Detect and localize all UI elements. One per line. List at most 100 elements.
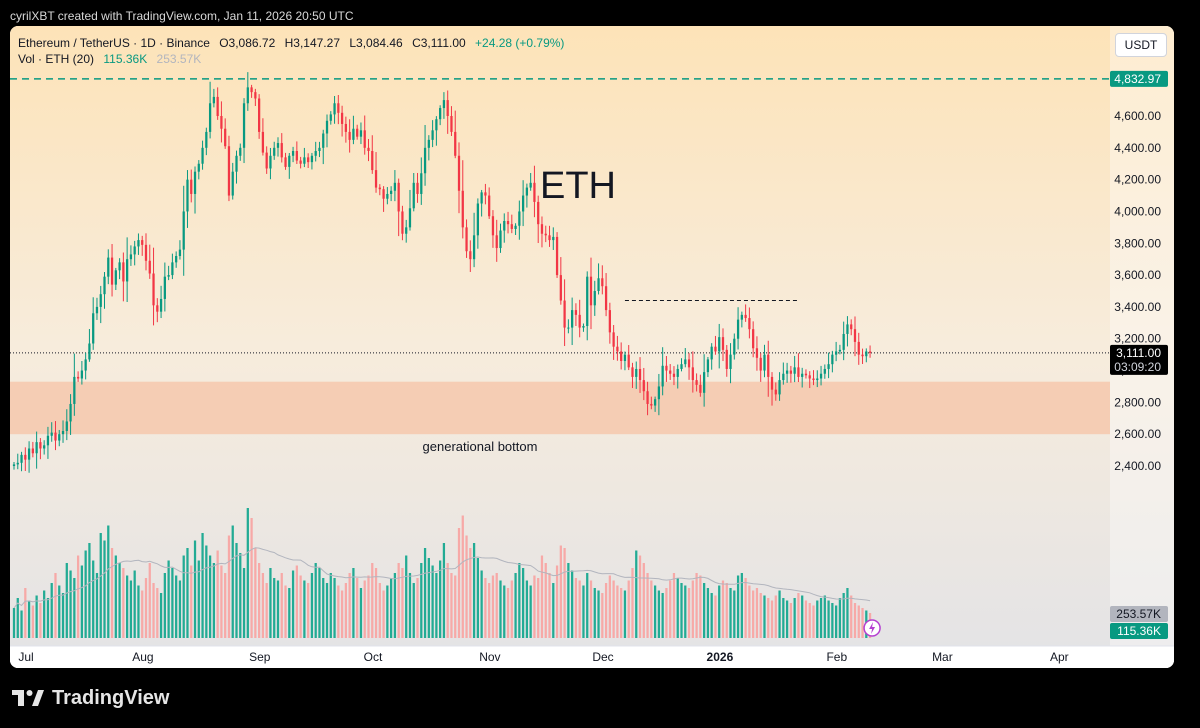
candle-body[interactable] bbox=[54, 432, 57, 441]
candle-body[interactable] bbox=[442, 100, 446, 109]
candle-body[interactable] bbox=[752, 329, 755, 349]
candle-body[interactable] bbox=[99, 294, 102, 307]
candle-body[interactable] bbox=[420, 173, 423, 194]
candle-body[interactable] bbox=[767, 354, 770, 377]
candle-body[interactable] bbox=[269, 155, 272, 169]
candle-body[interactable] bbox=[163, 276, 166, 299]
candle-body[interactable] bbox=[39, 442, 42, 449]
candle-body[interactable] bbox=[601, 278, 604, 287]
candle-body[interactable] bbox=[563, 300, 566, 328]
candle-body[interactable] bbox=[250, 87, 253, 93]
candle-body[interactable] bbox=[714, 346, 717, 352]
candle-body[interactable] bbox=[103, 276, 106, 295]
candle-body[interactable] bbox=[721, 337, 725, 350]
candle-body[interactable] bbox=[650, 403, 653, 406]
candle-body[interactable] bbox=[789, 370, 793, 374]
candle-body[interactable] bbox=[465, 227, 468, 252]
candle-body[interactable] bbox=[43, 445, 46, 449]
candle-body[interactable] bbox=[416, 182, 419, 194]
candle-body[interactable] bbox=[190, 179, 193, 194]
candle-body[interactable] bbox=[838, 349, 842, 352]
candle-body[interactable] bbox=[853, 329, 857, 342]
candle-body[interactable] bbox=[804, 373, 808, 376]
candle-body[interactable] bbox=[642, 380, 645, 392]
candle-body[interactable] bbox=[216, 96, 219, 116]
candle-body[interactable] bbox=[703, 372, 706, 393]
candle-body[interactable] bbox=[672, 373, 676, 377]
candle-body[interactable] bbox=[801, 373, 804, 377]
candle-body[interactable] bbox=[533, 182, 536, 202]
candle-body[interactable] bbox=[257, 98, 261, 132]
candle-body[interactable] bbox=[329, 114, 332, 121]
currency-button[interactable]: USDT bbox=[1115, 33, 1167, 57]
candle-body[interactable] bbox=[397, 182, 400, 212]
candle-body[interactable] bbox=[627, 354, 630, 368]
candle-body[interactable] bbox=[446, 100, 449, 116]
candle-body[interactable] bbox=[307, 157, 310, 163]
candle-body[interactable] bbox=[401, 211, 404, 234]
candle-body[interactable] bbox=[167, 275, 170, 277]
candle-body[interactable] bbox=[476, 203, 479, 236]
candle-body[interactable] bbox=[740, 314, 743, 320]
candle-body[interactable] bbox=[197, 163, 200, 172]
candle-body[interactable] bbox=[382, 189, 385, 199]
candle-body[interactable] bbox=[710, 346, 713, 360]
candle-body[interactable] bbox=[718, 337, 721, 352]
candle-body[interactable] bbox=[578, 314, 581, 328]
candle-body[interactable] bbox=[571, 310, 574, 328]
candle-body[interactable] bbox=[548, 235, 551, 241]
candle-body[interactable] bbox=[770, 376, 774, 390]
candle-body[interactable] bbox=[782, 373, 785, 381]
price-chart[interactable]: generational bottom ETH 2,400.00 2,600.00 2,… bbox=[10, 26, 1174, 668]
candle-body[interactable] bbox=[552, 236, 555, 241]
candle-body[interactable] bbox=[488, 195, 491, 217]
candle-body[interactable] bbox=[736, 319, 740, 339]
candle-body[interactable] bbox=[84, 359, 87, 371]
candle-body[interactable] bbox=[261, 131, 265, 153]
candle-body[interactable] bbox=[586, 276, 589, 326]
candle-body[interactable] bbox=[819, 373, 823, 379]
volume-indicator-label[interactable]: Vol · ETH (20) bbox=[18, 52, 95, 66]
candle-body[interactable] bbox=[567, 327, 570, 329]
candle-body[interactable] bbox=[46, 435, 50, 446]
candle-body[interactable] bbox=[405, 227, 408, 234]
candle-body[interactable] bbox=[295, 151, 298, 161]
candle-body[interactable] bbox=[129, 254, 133, 260]
candle-body[interactable] bbox=[110, 257, 114, 285]
candle-body[interactable] bbox=[31, 448, 34, 454]
candle-body[interactable] bbox=[725, 349, 728, 369]
generational-bottom-zone[interactable] bbox=[10, 381, 1110, 435]
candle-body[interactable] bbox=[503, 221, 506, 231]
candle-body[interactable] bbox=[593, 291, 596, 306]
candle-body[interactable] bbox=[276, 143, 280, 148]
candle-body[interactable] bbox=[227, 146, 231, 196]
candle-body[interactable] bbox=[461, 190, 464, 228]
candle-body[interactable] bbox=[469, 251, 472, 260]
candle-body[interactable] bbox=[318, 147, 321, 151]
candle-body[interactable] bbox=[239, 147, 242, 156]
candle-body[interactable] bbox=[604, 286, 608, 311]
candle-body[interactable] bbox=[412, 182, 415, 209]
candle-body[interactable] bbox=[133, 246, 136, 255]
candle-body[interactable] bbox=[631, 367, 634, 377]
candle-body[interactable] bbox=[193, 171, 197, 194]
candle-body[interactable] bbox=[831, 354, 834, 365]
candle-body[interactable] bbox=[314, 151, 317, 156]
candle-body[interactable] bbox=[635, 368, 638, 377]
candle-body[interactable] bbox=[435, 119, 438, 131]
candle-body[interactable] bbox=[687, 359, 691, 368]
candle-body[interactable] bbox=[58, 434, 61, 441]
candle-body[interactable] bbox=[499, 230, 502, 249]
candle-body[interactable] bbox=[254, 92, 257, 99]
candle-body[interactable] bbox=[684, 359, 687, 365]
candle-body[interactable] bbox=[288, 155, 291, 167]
candle-body[interactable] bbox=[340, 112, 344, 124]
candle-body[interactable] bbox=[733, 338, 736, 355]
candle-body[interactable] bbox=[638, 368, 642, 381]
candle-body[interactable] bbox=[484, 192, 487, 196]
candle-body[interactable] bbox=[242, 103, 246, 148]
candle-body[interactable] bbox=[378, 187, 381, 190]
candle-body[interactable] bbox=[665, 365, 668, 371]
candle-body[interactable] bbox=[834, 351, 838, 355]
candle-body[interactable] bbox=[280, 143, 283, 158]
